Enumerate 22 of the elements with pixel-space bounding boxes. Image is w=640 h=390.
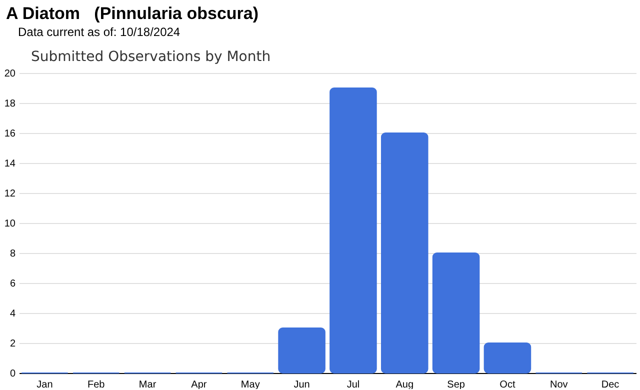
y-tick-label: 8 — [10, 248, 16, 260]
y-tick-label: 14 — [4, 158, 16, 170]
y-tick-label: 6 — [10, 278, 16, 290]
text: Submitted Observations by Month — [31, 49, 271, 65]
y-tick-label: 12 — [4, 188, 16, 200]
chart-subtitle: Data current as of: 10/18/2024 — [18, 25, 180, 39]
y-tick-label: 16 — [4, 128, 16, 140]
x-tick-label: Jun — [294, 380, 310, 390]
x-tick-label: Feb — [88, 380, 106, 390]
x-tick-label: Dec — [601, 380, 620, 390]
x-tick-label: Oct — [500, 380, 516, 390]
x-tick-label: Nov — [550, 380, 568, 390]
y-tick-label: 18 — [4, 98, 16, 110]
chart-title: A Diatom (Pinnularia obscura) — [6, 4, 259, 24]
x-tick-label: Jul — [346, 380, 360, 390]
x-tick-label: Jan — [36, 380, 53, 390]
x-tick-label: Mar — [138, 380, 157, 390]
y-tick-label: 0 — [10, 368, 16, 380]
y-tick-label: 2 — [10, 338, 16, 350]
y-tick-label: 20 — [4, 68, 16, 80]
y-tick-label: 10 — [4, 218, 16, 230]
y-tick-label: 4 — [10, 308, 16, 320]
